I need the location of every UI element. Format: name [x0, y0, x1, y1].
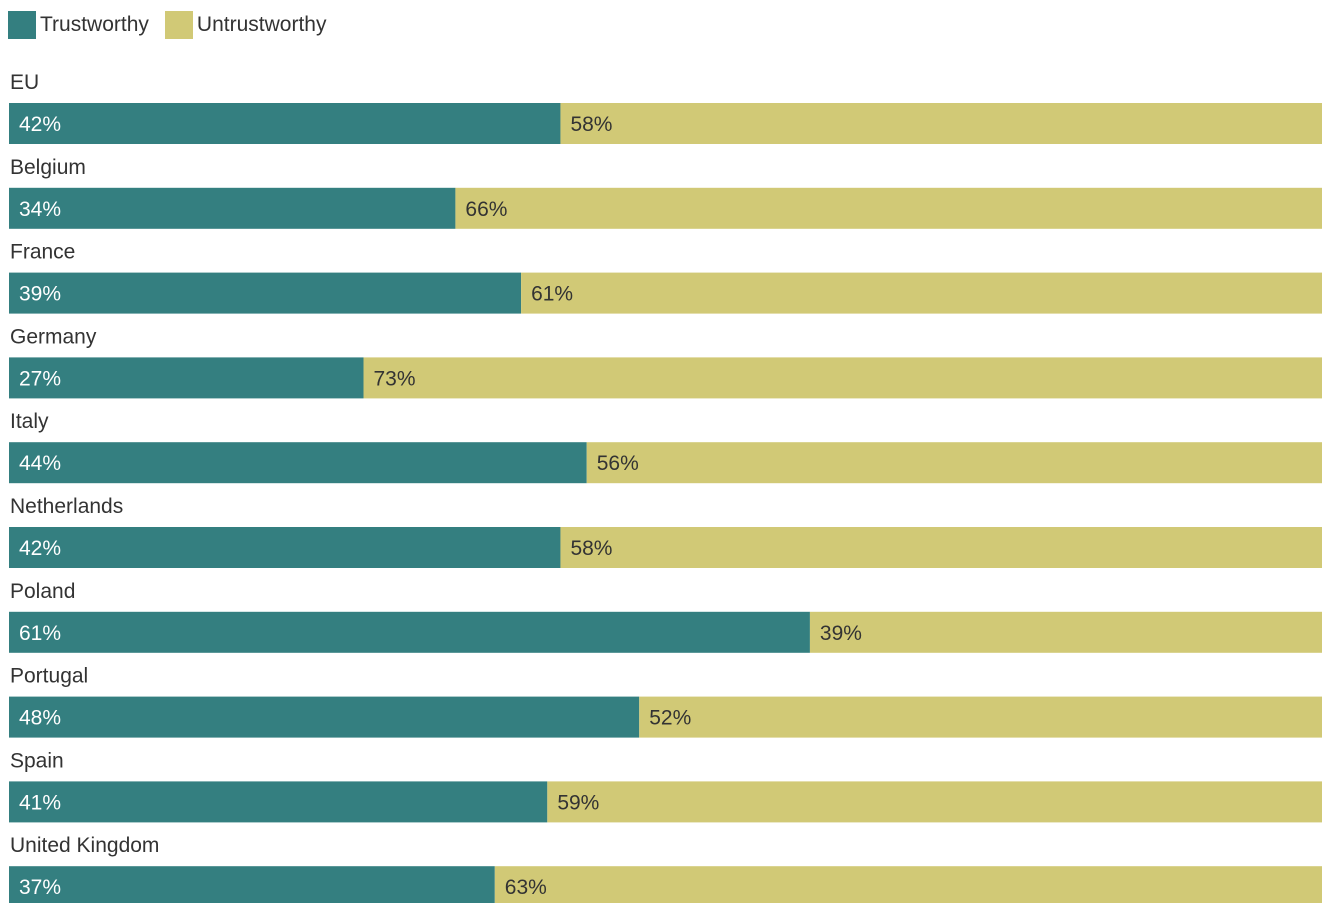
data-label-untrustworthy-spain: 59% — [557, 791, 599, 814]
data-label-untrustworthy-united-kingdom: 63% — [505, 876, 547, 899]
category-label-netherlands: Netherlands — [10, 495, 123, 518]
bar-untrustworthy-eu[interactable] — [560, 103, 1322, 144]
bar-trustworthy-poland[interactable] — [9, 611, 810, 653]
legend-swatch-trustworthy — [8, 11, 36, 39]
data-label-trustworthy-spain: 41% — [19, 791, 61, 814]
bar-trustworthy-germany[interactable] — [9, 357, 364, 399]
data-label-trustworthy-belgium: 34% — [19, 198, 61, 221]
data-label-untrustworthy-italy: 56% — [597, 452, 639, 475]
category-label-united-kingdom: United Kingdom — [10, 834, 159, 857]
data-label-untrustworthy-france: 61% — [531, 283, 573, 306]
data-label-trustworthy-italy: 44% — [19, 452, 61, 475]
legend-label-trustworthy: Trustworthy — [40, 13, 149, 36]
bar-untrustworthy-germany[interactable] — [363, 357, 1322, 399]
data-label-trustworthy-eu: 42% — [19, 113, 61, 136]
category-label-spain: Spain — [10, 749, 64, 772]
data-label-trustworthy-united-kingdom: 37% — [19, 876, 61, 899]
bar-untrustworthy-spain[interactable] — [547, 781, 1322, 823]
category-label-poland: Poland — [10, 580, 75, 603]
data-label-untrustworthy-portugal: 52% — [649, 707, 691, 730]
bar-untrustworthy-belgium[interactable] — [455, 187, 1322, 229]
bar-untrustworthy-netherlands[interactable] — [560, 527, 1322, 568]
chart-legend: Trustworthy Untrustworthy — [8, 9, 342, 41]
data-label-untrustworthy-poland: 39% — [820, 622, 862, 645]
data-label-trustworthy-germany: 27% — [19, 367, 61, 390]
bar-trustworthy-netherlands[interactable] — [9, 527, 561, 568]
data-label-trustworthy-france: 39% — [19, 283, 61, 306]
category-label-portugal: Portugal — [10, 665, 88, 688]
bar-untrustworthy-poland[interactable] — [809, 611, 1322, 653]
data-label-trustworthy-netherlands: 42% — [19, 537, 61, 560]
legend-swatch-untrustworthy — [164, 11, 193, 39]
category-label-eu: EU — [10, 71, 39, 94]
category-label-belgium: Belgium — [10, 156, 86, 179]
bar-trustworthy-united-kingdom[interactable] — [9, 866, 495, 903]
data-label-trustworthy-poland: 61% — [19, 622, 61, 645]
category-label-germany: Germany — [10, 325, 97, 348]
bar-trustworthy-portugal[interactable] — [9, 696, 640, 738]
data-label-untrustworthy-germany: 73% — [374, 367, 416, 390]
bar-trustworthy-belgium[interactable] — [9, 187, 456, 229]
bar-untrustworthy-portugal[interactable] — [639, 696, 1322, 738]
data-label-trustworthy-portugal: 48% — [19, 707, 61, 730]
data-label-untrustworthy-netherlands: 58% — [570, 537, 612, 560]
bar-untrustworthy-italy[interactable] — [586, 442, 1322, 484]
category-label-france: France — [10, 241, 75, 264]
bar-trustworthy-france[interactable] — [9, 272, 522, 314]
bar-trustworthy-spain[interactable] — [9, 781, 548, 823]
category-label-italy: Italy — [10, 410, 49, 433]
bar-trustworthy-italy[interactable] — [9, 442, 587, 484]
legend-item-trustworthy[interactable]: Trustworthy — [8, 11, 149, 39]
data-label-untrustworthy-belgium: 66% — [465, 198, 507, 221]
legend-item-untrustworthy[interactable]: Untrustworthy — [164, 11, 327, 39]
bar-untrustworthy-france[interactable] — [521, 272, 1322, 314]
data-label-untrustworthy-eu: 58% — [570, 113, 612, 136]
bar-trustworthy-eu[interactable] — [9, 103, 561, 144]
legend-label-untrustworthy: Untrustworthy — [196, 13, 327, 36]
bar-untrustworthy-united-kingdom[interactable] — [494, 866, 1322, 903]
